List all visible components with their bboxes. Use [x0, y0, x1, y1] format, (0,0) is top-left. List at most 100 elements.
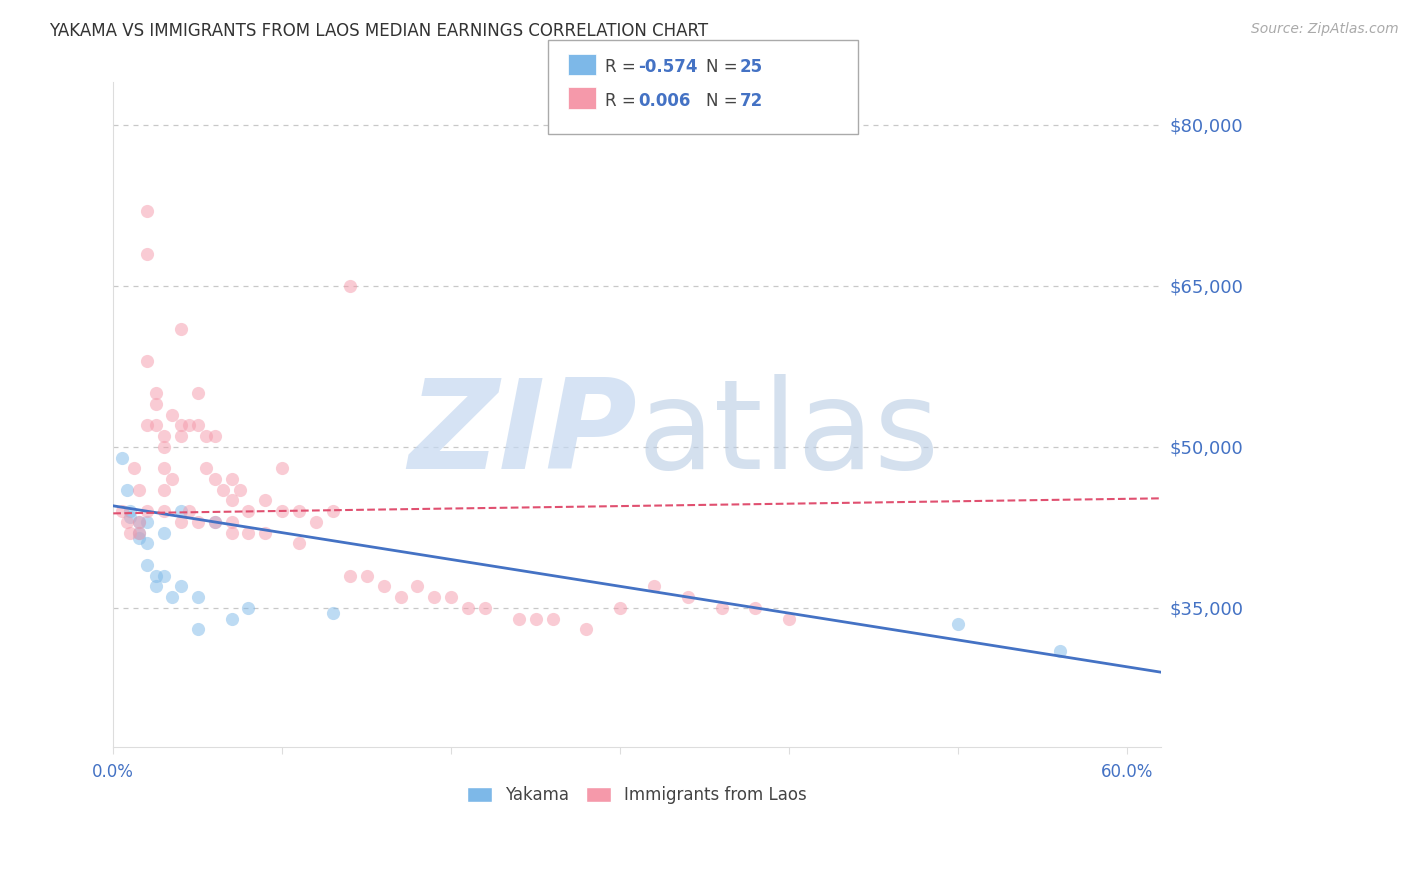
- Point: [179, 504, 201, 518]
- Point: [128, 515, 150, 529]
- Point: [254, 525, 277, 540]
- Point: [288, 536, 311, 550]
- Point: [305, 515, 328, 529]
- Point: [136, 354, 159, 368]
- Point: [145, 568, 167, 582]
- Point: [136, 246, 159, 260]
- Point: [136, 504, 159, 518]
- Point: [204, 515, 226, 529]
- Point: [221, 493, 243, 508]
- Text: R =: R =: [605, 92, 641, 110]
- Point: [153, 440, 176, 454]
- Text: YAKAMA VS IMMIGRANTS FROM LAOS MEDIAN EARNINGS CORRELATION CHART: YAKAMA VS IMMIGRANTS FROM LAOS MEDIAN EA…: [49, 22, 709, 40]
- Point: [322, 606, 344, 620]
- Point: [676, 590, 699, 604]
- Point: [508, 611, 530, 625]
- Point: [120, 525, 142, 540]
- Point: [162, 472, 184, 486]
- Point: [136, 536, 159, 550]
- Point: [128, 525, 150, 540]
- Point: [238, 504, 260, 518]
- Point: [122, 461, 145, 475]
- Text: 25: 25: [740, 58, 762, 76]
- Point: [356, 568, 378, 582]
- Point: [111, 504, 134, 518]
- Point: [145, 579, 167, 593]
- Point: [373, 579, 395, 593]
- Point: [170, 418, 193, 433]
- Text: N =: N =: [706, 92, 742, 110]
- Legend: Yakama, Immigrants from Laos: Yakama, Immigrants from Laos: [458, 778, 815, 813]
- Point: [609, 600, 631, 615]
- Point: [389, 590, 412, 604]
- Point: [195, 429, 218, 443]
- Text: Source: ZipAtlas.com: Source: ZipAtlas.com: [1251, 22, 1399, 37]
- Point: [524, 611, 547, 625]
- Point: [170, 515, 193, 529]
- Point: [710, 600, 733, 615]
- Text: ZIP: ZIP: [408, 374, 637, 495]
- Point: [145, 397, 167, 411]
- Point: [643, 579, 665, 593]
- Text: N =: N =: [706, 58, 742, 76]
- Point: [229, 483, 252, 497]
- Point: [153, 504, 176, 518]
- Point: [145, 386, 167, 401]
- Point: [128, 515, 150, 529]
- Point: [153, 429, 176, 443]
- Point: [179, 418, 201, 433]
- Point: [153, 525, 176, 540]
- Point: [221, 611, 243, 625]
- Point: [254, 493, 277, 508]
- Point: [153, 483, 176, 497]
- Point: [170, 322, 193, 336]
- Point: [541, 611, 564, 625]
- Point: [187, 386, 209, 401]
- Point: [212, 483, 235, 497]
- Point: [187, 418, 209, 433]
- Point: [115, 515, 138, 529]
- Point: [204, 515, 226, 529]
- Point: [457, 600, 479, 615]
- Point: [238, 600, 260, 615]
- Point: [440, 590, 463, 604]
- Point: [170, 504, 193, 518]
- Point: [128, 525, 150, 540]
- Point: [271, 461, 294, 475]
- Point: [153, 568, 176, 582]
- Point: [111, 450, 134, 465]
- Point: [120, 504, 142, 518]
- Point: [221, 525, 243, 540]
- Point: [136, 203, 159, 218]
- Point: [778, 611, 800, 625]
- Point: [195, 461, 218, 475]
- Point: [339, 278, 361, 293]
- Point: [423, 590, 446, 604]
- Point: [136, 515, 159, 529]
- Point: [271, 504, 294, 518]
- Point: [322, 504, 344, 518]
- Point: [238, 525, 260, 540]
- Point: [204, 472, 226, 486]
- Point: [145, 418, 167, 433]
- Point: [406, 579, 429, 593]
- Point: [187, 515, 209, 529]
- Point: [120, 509, 142, 524]
- Text: 72: 72: [740, 92, 763, 110]
- Point: [948, 616, 970, 631]
- Point: [744, 600, 766, 615]
- Point: [204, 429, 226, 443]
- Point: [221, 472, 243, 486]
- Text: -0.574: -0.574: [638, 58, 697, 76]
- Point: [1049, 644, 1071, 658]
- Text: R =: R =: [605, 58, 641, 76]
- Point: [136, 418, 159, 433]
- Point: [115, 483, 138, 497]
- Text: 0.006: 0.006: [638, 92, 690, 110]
- Point: [170, 429, 193, 443]
- Point: [187, 622, 209, 636]
- Point: [288, 504, 311, 518]
- Point: [162, 408, 184, 422]
- Point: [575, 622, 598, 636]
- Point: [170, 579, 193, 593]
